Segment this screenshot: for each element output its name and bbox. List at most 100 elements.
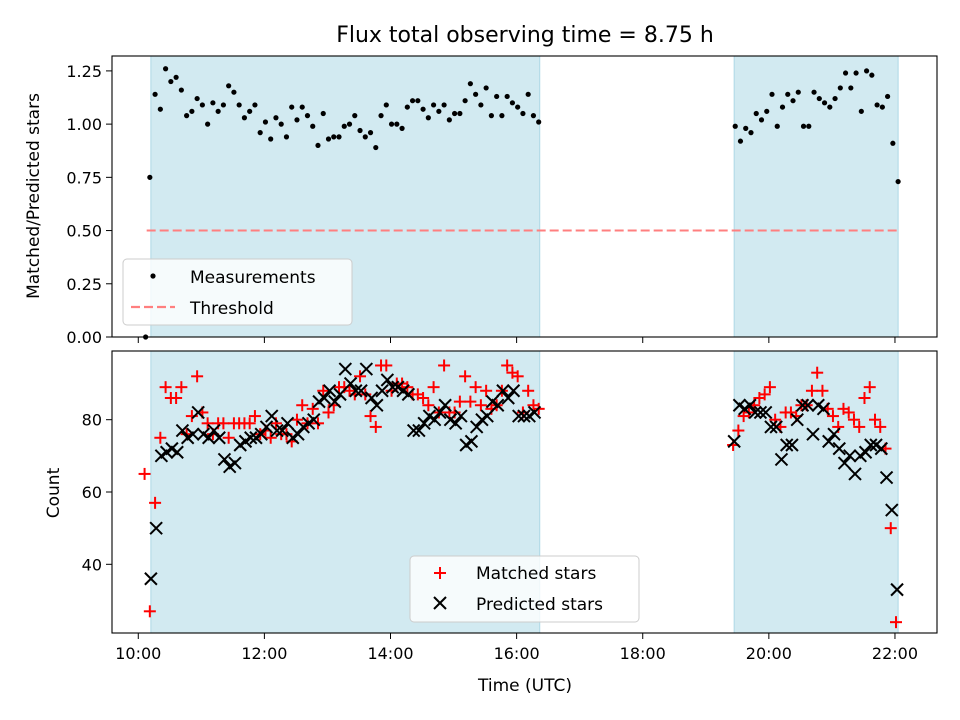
predicted-star-point	[464, 434, 479, 449]
measurement-point	[168, 78, 174, 85]
measurement-point	[504, 93, 510, 100]
count-y-tick-label: 40	[82, 555, 102, 574]
predicted-star-point	[186, 427, 200, 441]
predicted-star-point	[254, 427, 268, 441]
measurement-point	[790, 98, 796, 104]
ratio-panel: 0.00 0.25 0.50 0.75 1.00 1.25	[66, 55, 938, 347]
predicted-star-point	[858, 445, 873, 459]
measurement-point	[779, 104, 786, 110]
measurement-point	[220, 102, 227, 108]
matched-star-point	[464, 395, 477, 408]
measurement-point	[399, 125, 405, 131]
measurement-point	[858, 108, 864, 114]
predicted-star-point	[843, 449, 857, 463]
measurement-point	[331, 134, 337, 140]
matched-star-point	[296, 399, 309, 412]
measurement-point	[357, 127, 363, 134]
ratio-axis-label: Matched/Predicted stars	[24, 93, 44, 299]
measurement-point	[189, 108, 195, 114]
matched-star-point	[422, 399, 435, 412]
predicted-star-point	[864, 438, 878, 452]
matched-star-point	[264, 431, 277, 444]
measurement-point	[446, 117, 452, 123]
measurement-point	[462, 98, 468, 104]
measurement-point	[247, 108, 253, 114]
measurement-point	[257, 130, 263, 136]
measurement-point	[467, 81, 473, 87]
matched-star-point	[732, 424, 745, 437]
x-axis-label: Time (UTC)	[477, 676, 572, 696]
measurement-point	[336, 134, 342, 140]
predicted-star-point	[275, 423, 289, 438]
matched-legend-marker	[434, 567, 446, 579]
predicted-star-point	[822, 434, 836, 449]
x-tick-label: 12:00	[241, 644, 287, 663]
predicted-star-point	[438, 398, 452, 412]
predicted-star-point	[753, 405, 768, 420]
x-tick-label: 16:00	[494, 644, 540, 663]
predicted-star-point	[427, 412, 442, 427]
matched-star-point	[890, 616, 903, 629]
measurement-point	[457, 110, 463, 117]
matched-star-point	[874, 420, 887, 433]
ratio-y-tick-label: 0.75	[66, 168, 102, 187]
predicted-star-point	[454, 409, 468, 423]
measurement-point	[869, 72, 875, 78]
measurement-point	[737, 138, 744, 144]
measurement-point	[520, 110, 526, 117]
ratio-y-tick-label: 1.00	[66, 115, 102, 134]
predicted-star-point	[406, 423, 421, 438]
matched-star-point	[317, 384, 330, 397]
measurement-point	[874, 102, 880, 108]
measurement-point	[769, 91, 775, 97]
matched-star-point	[884, 522, 897, 535]
count-legend: Matched stars Predicted stars	[409, 555, 640, 623]
measurement-point	[879, 104, 885, 110]
measurement-point	[173, 74, 179, 80]
measurement-point	[231, 89, 237, 95]
matched-star-point	[138, 467, 151, 480]
predicted-star-point	[144, 572, 158, 586]
measurement-point	[378, 113, 384, 119]
measurement-point	[404, 104, 410, 110]
measurement-point	[436, 108, 442, 114]
measurement-point	[758, 117, 765, 123]
measurement-point	[394, 121, 400, 127]
matched-star-point	[853, 420, 866, 433]
predicted-star-point	[832, 441, 846, 456]
measurement-point	[785, 91, 791, 97]
x-tick-label: 22:00	[872, 644, 918, 663]
predicted-star-point	[317, 391, 332, 405]
measurements-legend-label: Measurements	[190, 268, 316, 288]
matched-star-point	[474, 399, 487, 412]
predicted-star-point	[785, 438, 799, 452]
predicted-star-point	[780, 438, 794, 452]
predicted-star-point	[848, 467, 862, 481]
matched-star-point	[306, 402, 319, 415]
measurement-point	[415, 98, 421, 104]
measurement-point	[499, 113, 505, 119]
predicted-star-point	[217, 452, 232, 467]
matched-star-point	[143, 605, 156, 618]
measurement-point	[304, 113, 311, 119]
threshold-legend-label: Threshold	[189, 299, 274, 319]
measurement-point	[515, 104, 521, 110]
predicted-star-point	[769, 420, 783, 434]
measurement-point	[806, 123, 812, 129]
matched-star-point	[511, 370, 524, 383]
measurement-point	[430, 102, 437, 108]
measurement-point	[252, 102, 258, 108]
measurement-point	[483, 85, 489, 91]
measurement-point	[310, 123, 316, 129]
matched-star-point	[222, 431, 235, 444]
measurement-point	[837, 85, 843, 91]
measurement-point	[811, 89, 817, 95]
matched-star-point	[191, 370, 204, 383]
measurement-point	[147, 174, 153, 180]
matched-star-point	[175, 381, 188, 394]
measurement-point	[210, 100, 216, 106]
predicted-star-point	[328, 394, 342, 409]
matched-star-point	[763, 381, 776, 394]
measurement-point	[226, 83, 232, 89]
measurement-point	[525, 91, 531, 97]
